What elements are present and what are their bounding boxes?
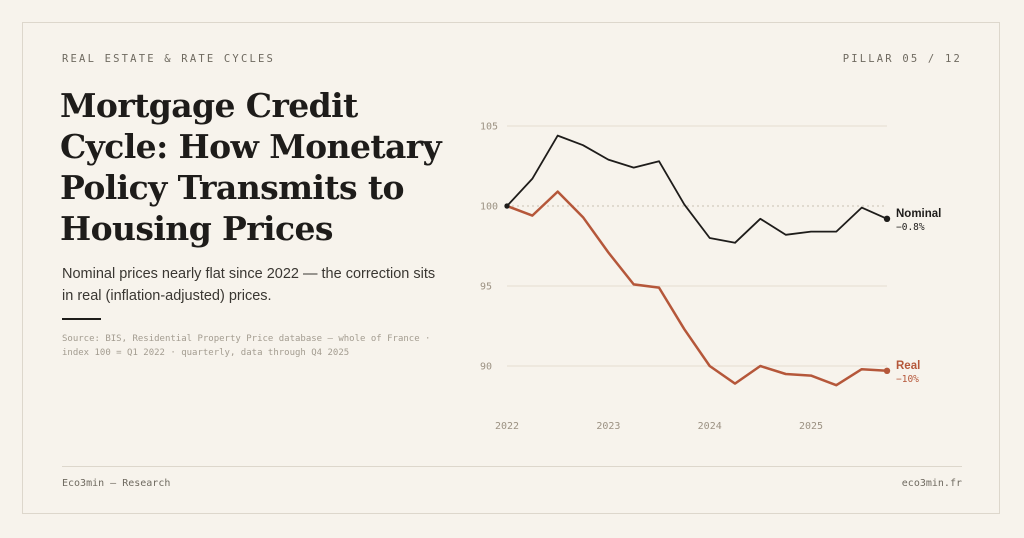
price-index-chart: 90 95 100 105 2022 2023 2024 2025 Nominal −0.8% Re… <box>480 122 941 433</box>
y-tick-label: 95 <box>480 282 492 293</box>
page-title: Mortgage Credit Cycle: How Monetary Poli… <box>60 86 442 248</box>
series-line-nominal <box>506 134 888 244</box>
card-frame <box>22 22 1000 514</box>
y-tick-label: 100 <box>480 202 498 213</box>
series-change-nominal: −0.8% <box>896 222 925 233</box>
end-point-nominal <box>883 215 891 222</box>
end-point-real <box>883 367 891 374</box>
y-tick-label: 105 <box>480 122 498 133</box>
subtitle: Nominal prices nearly flat since 2022 — … <box>62 266 436 304</box>
x-tick-label: 2024 <box>698 421 722 432</box>
series-line-real <box>505 190 889 387</box>
source-note: Source: BIS, Residential Property Price … <box>62 334 431 358</box>
footer-brand: Eco3min — Research <box>62 478 171 489</box>
series-name-real: Real <box>896 360 920 372</box>
pillar-indicator: PILLAR 05 / 12 <box>842 53 962 65</box>
series-change-real: −10% <box>896 374 919 385</box>
x-tick-label: 2022 <box>495 421 519 432</box>
section-kicker: REAL ESTATE & RATE CYCLES <box>62 53 276 65</box>
footer-url: eco3min.fr <box>901 478 962 489</box>
y-tick-label: 90 <box>480 362 492 373</box>
series-name-nominal: Nominal <box>896 208 941 220</box>
footer-divider <box>62 466 962 467</box>
x-tick-label: 2025 <box>799 421 823 432</box>
divider-rule <box>62 318 101 320</box>
start-point-real <box>504 203 510 209</box>
x-tick-label: 2023 <box>596 421 620 432</box>
